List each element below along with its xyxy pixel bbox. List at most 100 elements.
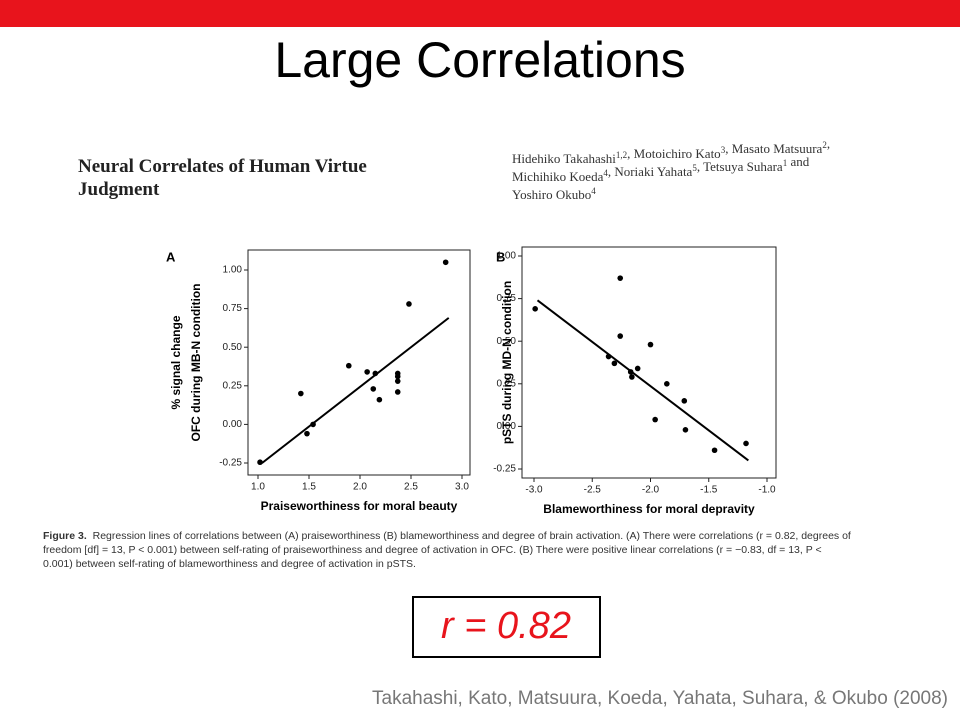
y-tick-label: -0.25: [493, 464, 516, 475]
y-axis-label: pSTS during MD-N condition: [500, 281, 514, 444]
y-tick-label: 0.50: [223, 342, 243, 353]
authors: Hidehiko Takahashi1,2, Motoichiro Kato3,…: [512, 136, 830, 202]
caption-line: freedom [df] = 13, P < 0.001) between se…: [43, 544, 822, 556]
y-tick-label: -0.25: [219, 458, 242, 469]
author-name: , Masato Matsuura: [725, 141, 822, 156]
data-point: [376, 396, 383, 403]
data-point: [647, 341, 654, 348]
author-line: Yoshiro Okubo4: [512, 186, 596, 202]
x-tick-label: 2.5: [404, 482, 418, 493]
y-tick-label: 0.75: [223, 303, 243, 314]
author-name: Yoshiro Okubo: [512, 187, 591, 202]
data-point: [372, 370, 379, 377]
author-name: , Noriaki Yahata: [608, 164, 693, 179]
caption: Figure 3. Regression lines of correlatio…: [43, 530, 851, 570]
data-point: [298, 390, 304, 397]
x-tick-label: -2.0: [642, 485, 660, 496]
caption-label: Figure 3.: [43, 530, 87, 542]
author-affiliation: 5: [692, 163, 697, 173]
x-tick-label: -1.0: [758, 485, 776, 496]
data-point: [629, 374, 635, 380]
figure: A 1.0 1.5 2.0 2.5 3.0 -0.25 0.00 0.25 0.50 0.75 1.0…: [166, 246, 777, 516]
author-name: and: [787, 154, 810, 169]
data-point: [532, 306, 538, 312]
data-point: [652, 416, 658, 423]
data-point: [611, 360, 618, 367]
caption-text: Regression lines of correlations between…: [93, 530, 851, 542]
author-name: ,: [827, 136, 830, 151]
y-tick-label: 0.25: [223, 380, 243, 391]
y-tick-label: 1.00: [223, 265, 243, 276]
data-point: [617, 275, 624, 281]
author-name: Michihiko Koeda: [512, 169, 604, 184]
author-affiliation: 4: [591, 186, 596, 196]
author-name: Hidehiko Takahashi: [512, 151, 616, 166]
author-line: Hidehiko Takahashi1,2, Motoichiro Kato3,…: [512, 136, 830, 166]
author-name: , Tetsuya Suhara: [697, 159, 783, 174]
x-tick-label: -3.0: [525, 485, 543, 496]
data-point: [257, 459, 263, 466]
plot-frame: [521, 246, 777, 479]
panel-label: A: [166, 249, 176, 264]
x-tick-label: 2.0: [353, 482, 367, 493]
data-point: [627, 369, 634, 375]
data-point: [664, 381, 670, 387]
y-axis-label: OFC during MB-N condition: [189, 284, 203, 442]
x-tick-label: -1.5: [700, 485, 718, 496]
r-box: [412, 596, 601, 658]
y-tick-label: 0.75: [497, 293, 517, 304]
author-affiliation: 1: [783, 158, 788, 168]
paper-title-line: Judgment: [78, 179, 160, 200]
data-point: [605, 353, 612, 360]
slide-title: Large Correlations: [274, 32, 685, 88]
data-point: [304, 430, 310, 437]
author-line: Michihiko Koeda4, Noriaki Yahata5, Tetsu…: [512, 154, 810, 184]
data-point: [634, 365, 641, 372]
x-axis-label: Praiseworthiness for moral beauty: [261, 499, 458, 513]
data-point: [394, 373, 401, 380]
citation: Takahashi, Kato, Matsuura, Koeda, Yahata…: [372, 688, 948, 709]
data-point: [743, 440, 749, 447]
x-tick-label: 3.0: [455, 482, 469, 493]
y-tick-label: 0.50: [497, 336, 517, 347]
data-point: [310, 421, 316, 428]
x-axis-label: Blameworthiness for moral depravity: [543, 502, 755, 516]
r-value: r = 0.82: [441, 605, 571, 647]
caption-text: 0.001) between self-rating of blameworth…: [43, 558, 416, 570]
y-tick-label: 1.00: [497, 251, 517, 262]
panel-label: B: [496, 249, 505, 264]
paper-title: Neural Correlates of Human VirtueJudgmen…: [78, 156, 367, 200]
paper-title-line: Neural Correlates of Human Virtue: [78, 156, 367, 177]
data-point: [711, 447, 718, 454]
x-tick-label: 1.5: [302, 482, 316, 493]
y-tick-label: 0.25: [497, 378, 517, 389]
y-axis-label: % signal change: [169, 315, 183, 409]
author-name: , Motoichiro Kato: [627, 146, 721, 161]
x-tick-label: -2.5: [584, 485, 602, 496]
data-point: [394, 389, 401, 395]
data-point: [681, 398, 688, 404]
caption-line: 0.001) between self-rating of blameworth…: [43, 558, 416, 570]
plot-frame: [247, 249, 471, 476]
author-affiliation: 2: [822, 140, 827, 150]
y-tick-label: 0.00: [223, 419, 243, 430]
author-affiliation: 1,2: [616, 150, 627, 160]
data-point: [345, 362, 352, 369]
data-point: [617, 333, 624, 339]
data-point: [406, 301, 412, 307]
regression-line: [261, 317, 450, 464]
caption-text: freedom [df] = 13, P < 0.001) between se…: [43, 544, 822, 556]
top-bar: [0, 0, 960, 27]
y-tick-label: 0.00: [497, 421, 517, 432]
data-point: [394, 378, 401, 384]
caption-line: Figure 3. Regression lines of correlatio…: [43, 530, 851, 542]
data-point: [364, 369, 370, 375]
x-tick-label: 1.0: [251, 482, 265, 493]
data-point: [442, 259, 449, 266]
data-point: [682, 427, 689, 433]
regression-line: [536, 299, 749, 462]
data-point: [370, 386, 377, 392]
author-affiliation: 4: [603, 168, 608, 178]
